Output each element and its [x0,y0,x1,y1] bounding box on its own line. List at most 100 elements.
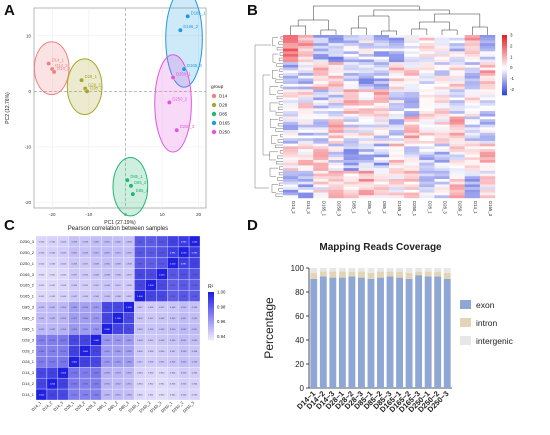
pca-point-label: D165_2 [183,24,198,29]
colorbar-segment [502,60,507,63]
heatmap-cell [343,127,359,131]
pca-point-label: D85_3 [136,188,149,193]
correlation-legend-title: R² [208,284,214,290]
heatmap-cell [298,102,314,106]
heatmap-cell [343,100,359,104]
heatmap-cell [298,184,314,188]
heatmap-cell [373,178,390,182]
colorbar-segment [502,63,507,66]
correlation-cell-value: 0.982 [148,252,154,254]
correlation-cell-value: 0.947 [170,351,176,353]
heatmap-cell [434,43,450,47]
heatmap-cell [479,119,496,123]
heatmap-cell [434,78,450,82]
correlation-cell-value: 0.954 [104,373,110,375]
heatmap-cell [464,116,481,120]
colorbar-segment [502,66,507,69]
correlation-cell-value: 0.944 [192,384,198,386]
heatmap-cell [389,45,405,49]
heatmap-cell [373,92,390,95]
heatmap-cell [343,40,359,44]
dendrogram-branch [278,172,283,176]
heatmap-cell [328,62,344,66]
heatmap-cell [283,64,299,68]
heatmap-cell [389,192,405,196]
heatmap-cell [313,75,329,79]
heatmap-cell [373,70,390,74]
heatmap-cell [434,56,450,60]
heatmap-cell [479,100,496,104]
dendrogram-branch [320,29,337,35]
heatmap-cell [298,59,314,63]
heatmap-cell [358,67,375,71]
heatmap-cell [389,108,405,112]
heatmap-cell [358,168,375,172]
correlation-cell-value: 0.951 [50,307,56,309]
panel-letter-d: D [247,217,258,234]
colorbar-segment [502,89,507,91]
heatmap-cell [419,51,435,55]
colorbar-segment [502,57,507,60]
heatmap-cell [434,192,450,196]
heatmap-cell [434,165,450,169]
heatmap-cell [434,187,450,191]
heatmap-cell [283,97,299,101]
heatmap-cell [358,64,375,68]
heatmap-cell [464,149,481,153]
colorbar-segment [208,324,214,326]
heatmap-cell [404,157,420,161]
bar-segment-intron [367,272,375,279]
heatmap-cell [449,189,465,193]
heatmap-cell [404,162,420,166]
pca-point-label: D28_2 [88,83,101,88]
heatmap-cell [298,86,314,90]
heatmap-column-label: D85_1 [352,201,357,214]
heatmap-cell [434,140,450,144]
heatmap-cell [358,40,375,44]
correlation-cell-value: 0.949 [126,241,132,243]
heatmap-cell [404,168,420,172]
dendrogram-branch [277,177,283,181]
heatmap-cell [328,149,344,153]
heatmap-cell [479,168,496,172]
heatmap-cell [464,184,481,188]
heatmap-cell [434,113,450,117]
heatmap-cell [343,165,359,169]
correlation-cell-value: 0.950 [39,307,45,309]
correlation-cell-value: 0.947 [148,318,154,320]
heatmap-cell [389,56,405,60]
bar-segment-intergenic [338,268,346,272]
heatmap-cell [449,146,465,150]
heatmap-cell [434,130,450,133]
heatmap-cell [419,162,435,166]
bar-segment-intergenic [415,268,423,272]
bar-segment-intergenic [434,268,442,272]
bar-y-tick-label: 20 [295,360,304,369]
dendrogram-branch [279,166,283,170]
heatmap-cell [313,113,329,117]
dendrogram-branch [276,161,283,165]
heatmap-cell [464,54,481,57]
dendrogram-branch [472,26,488,35]
heatmap-cell [479,192,496,196]
heatmap-cell [298,121,314,125]
heatmap-cell [343,108,359,112]
panel-letter-c: C [4,217,15,234]
heatmap-cell [328,111,344,114]
bar-y-tick-label: 0 [300,384,305,393]
heatmap-cell [404,119,420,123]
dendrogram-branch [350,27,367,35]
heatmap-cell [373,159,390,163]
heatmap-cell [479,43,496,47]
heatmap-cell [283,178,299,182]
bar-segment-exon [358,277,365,388]
heatmap-cell [373,195,390,199]
correlation-cell-value: 0.953 [50,329,56,331]
colorbar-segment [208,338,214,341]
heatmap-cell [328,45,344,49]
dendrogram-branch [270,119,278,128]
correlation-row-label: D250_3 [20,239,35,244]
colorbar-segment [502,51,507,54]
correlation-cell-value: 0.989 [115,329,121,331]
heatmap-cell [343,105,359,109]
